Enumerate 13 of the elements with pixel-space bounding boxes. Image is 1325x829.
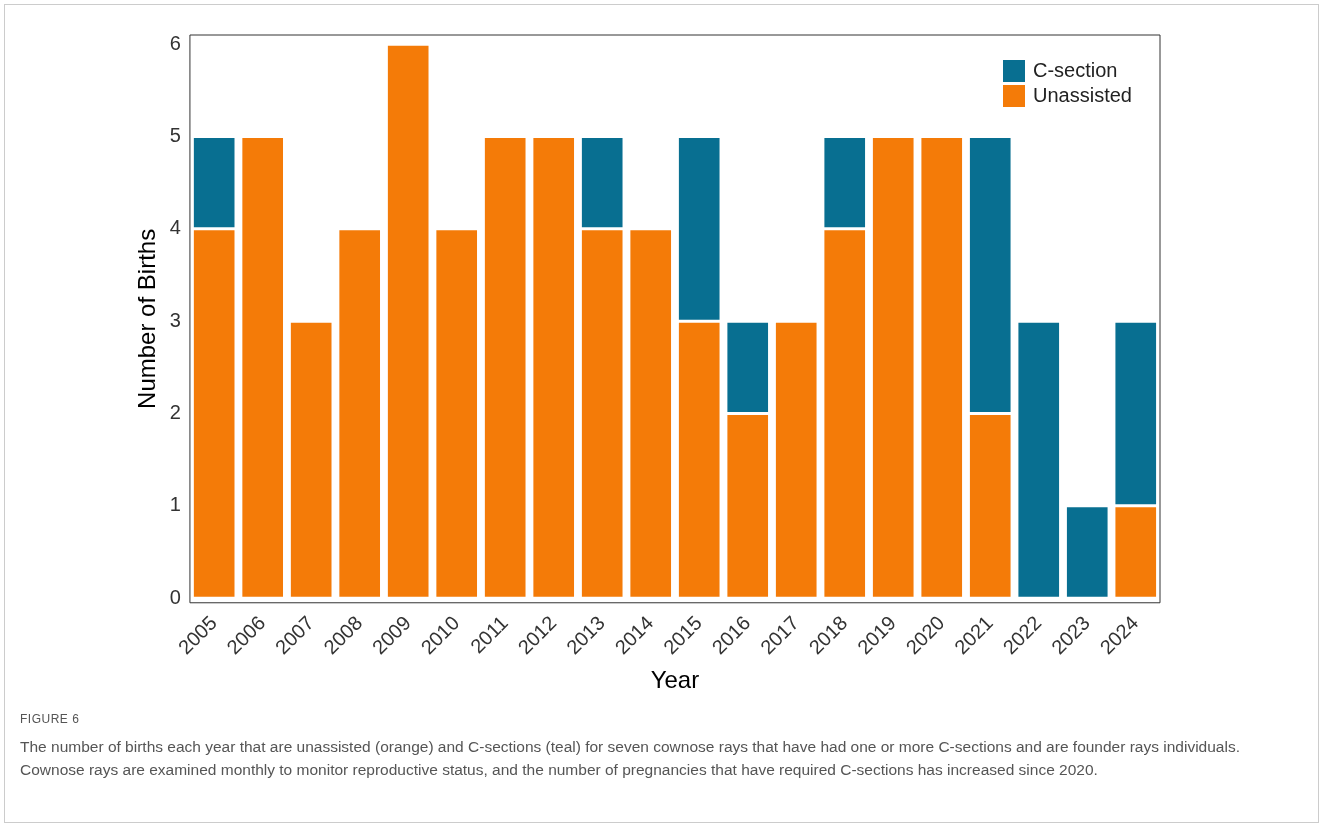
legend-label: C-section [1033, 59, 1118, 82]
y-tick-label: 5 [169, 124, 181, 147]
y-axis-title: Number of Births [133, 228, 161, 409]
y-tick-label: 2 [169, 401, 181, 424]
caption: FIGURE 6 [20, 711, 81, 728]
y-tick-label: 6 [169, 31, 181, 54]
y-tick-label: 1 [169, 493, 181, 516]
text: The number of births each year that are unassisted (orange) and C-sections (teal) for seven cownose rays that have had one or more C-sections and are founder rays individuals. Cownose rays are examined monthly to monitor reproductive status, and the number of pregnancies that have required C-sections has increased since 2020. [20, 737, 1241, 780]
x-axis-title: Year [650, 666, 700, 694]
legend-label: Unassisted [1033, 84, 1132, 107]
y-tick-label: 3 [169, 308, 181, 331]
y-tick-label: 4 [169, 216, 181, 239]
y-tick-label: 0 [169, 585, 181, 608]
